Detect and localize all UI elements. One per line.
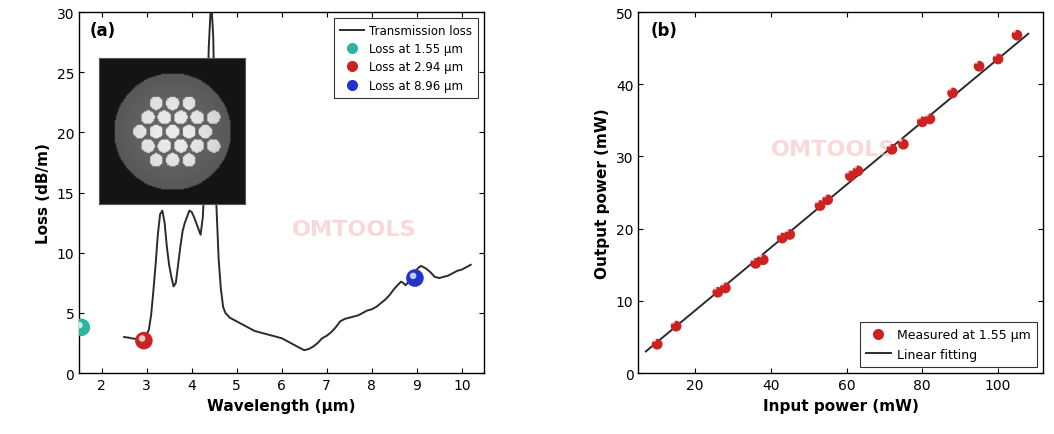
Point bbox=[747, 260, 764, 267]
Y-axis label: Output power (mW): Output power (mW) bbox=[596, 108, 610, 278]
Point bbox=[405, 273, 422, 279]
Point bbox=[407, 275, 424, 282]
Point bbox=[136, 337, 153, 344]
Point bbox=[752, 252, 768, 259]
Point bbox=[914, 119, 931, 126]
Point bbox=[744, 256, 761, 263]
Point bbox=[918, 112, 935, 119]
Point bbox=[880, 142, 897, 149]
Point bbox=[971, 63, 988, 70]
Point bbox=[71, 322, 87, 329]
Point bbox=[812, 203, 828, 210]
Point bbox=[842, 173, 859, 180]
Legend: Measured at 1.55 μm, Linear fitting: Measured at 1.55 μm, Linear fitting bbox=[860, 322, 1037, 367]
Point bbox=[968, 59, 984, 66]
Point bbox=[816, 193, 833, 200]
Text: (a): (a) bbox=[90, 22, 115, 40]
Point bbox=[649, 341, 666, 348]
Point bbox=[134, 335, 151, 342]
Point bbox=[755, 256, 772, 263]
Point bbox=[774, 235, 790, 242]
Point bbox=[941, 86, 958, 93]
X-axis label: Input power (mW): Input power (mW) bbox=[763, 398, 919, 413]
Point bbox=[990, 56, 1007, 63]
Point bbox=[921, 116, 938, 123]
Point bbox=[944, 90, 961, 97]
Point bbox=[778, 227, 795, 234]
Point bbox=[1009, 33, 1026, 39]
Text: OMTOOLS: OMTOOLS bbox=[770, 140, 895, 160]
Point bbox=[895, 141, 912, 148]
Point bbox=[1006, 28, 1022, 35]
Point bbox=[646, 337, 663, 344]
Point bbox=[808, 198, 825, 205]
Point bbox=[883, 146, 900, 153]
Point bbox=[850, 168, 866, 175]
Point bbox=[846, 164, 863, 171]
Text: (b): (b) bbox=[650, 22, 678, 40]
Y-axis label: Loss (dB/m): Loss (dB/m) bbox=[36, 143, 51, 243]
Point bbox=[714, 280, 730, 287]
Point bbox=[73, 324, 90, 331]
Point bbox=[709, 289, 726, 296]
Point bbox=[781, 231, 798, 238]
Point bbox=[717, 285, 734, 292]
Point bbox=[665, 319, 682, 326]
Legend: Transmission loss, Loss at 1.55 μm, Loss at 2.94 μm, Loss at 8.96 μm: Transmission loss, Loss at 1.55 μm, Loss… bbox=[334, 19, 479, 99]
X-axis label: Wavelength (μm): Wavelength (μm) bbox=[208, 398, 356, 413]
Point bbox=[892, 137, 909, 144]
Point bbox=[667, 323, 684, 330]
Point bbox=[839, 169, 856, 176]
Text: OMTOOLS: OMTOOLS bbox=[292, 219, 416, 239]
Point bbox=[706, 285, 723, 292]
Point bbox=[819, 197, 836, 204]
Point bbox=[770, 231, 787, 238]
Point bbox=[987, 52, 1003, 59]
Point bbox=[911, 115, 928, 122]
